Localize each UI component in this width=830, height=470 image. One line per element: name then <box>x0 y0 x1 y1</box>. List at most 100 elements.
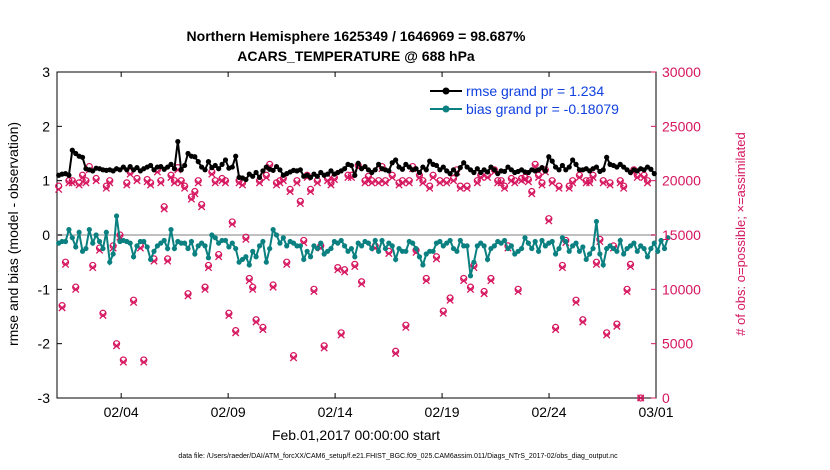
obs-assimilated-point <box>289 354 298 362</box>
axis-layer: 02/04 02/09 02/14 02/19 02/24 03/01 -3 -2 -1 0 1 2 3… <box>38 64 702 420</box>
obs-assimilated-point <box>443 179 451 187</box>
obs-assimilated-mark <box>524 178 533 186</box>
rmse-point <box>277 167 283 173</box>
bias-point <box>270 226 276 233</box>
bias-point <box>107 259 113 265</box>
bias-point <box>226 244 232 250</box>
obs-assimilated-point <box>538 181 546 189</box>
rmse-point <box>461 160 467 166</box>
obs-assimilated-mark <box>129 298 138 307</box>
obs-assimilated-point <box>633 173 641 182</box>
rmse-point <box>124 167 130 173</box>
obs-assimilated-point <box>194 179 202 187</box>
obs-assimilated-point <box>613 322 621 330</box>
obs-assimilated-mark <box>153 168 162 176</box>
rmse-point <box>549 158 555 164</box>
obs-assimilated-mark <box>228 220 236 228</box>
bias-point <box>372 237 378 244</box>
data-file-footer: data file: /Users/raeder/DAI/ATM_forcXX/… <box>178 453 618 460</box>
rmse-point <box>222 157 229 163</box>
obs-assimilated-mark <box>565 184 573 192</box>
obs-assimilated-point <box>521 175 529 184</box>
rmse-point <box>474 166 480 172</box>
bias-point <box>69 235 75 241</box>
obs-assimilated-mark <box>507 177 516 185</box>
obs-assimilated-mark <box>500 184 509 192</box>
obs-assimilated-mark <box>368 179 376 187</box>
bias-point <box>277 240 283 246</box>
obs-assimilated-mark <box>463 184 471 192</box>
bias-point <box>318 240 324 246</box>
rmse-point <box>484 169 491 175</box>
rmse-point <box>352 172 358 178</box>
obs-assimilated-mark <box>391 349 400 358</box>
obs-assimilated-mark <box>497 179 505 187</box>
obs-assimilated-point <box>102 184 111 192</box>
y-axis-right-label: # of obs: o=possible; ×=assimilated <box>733 132 748 335</box>
bias-point <box>529 245 535 252</box>
obs-assimilated-point <box>327 181 335 189</box>
rmse-point <box>566 164 572 170</box>
obs-assimilated-point <box>167 173 175 182</box>
rmse-point <box>399 166 406 172</box>
x-tick-label: 03/01 <box>638 404 673 420</box>
rmse-point <box>134 165 140 171</box>
obs-assimilated-point <box>163 257 172 265</box>
obs-assimilated-mark <box>170 179 179 187</box>
bias-point <box>165 245 171 252</box>
bias-point <box>341 243 348 249</box>
bias-point <box>188 238 195 245</box>
obs-assimilated-mark <box>320 344 328 352</box>
rmse-point <box>433 162 440 169</box>
obs-assimilated-mark <box>572 298 580 307</box>
obs-assimilated-mark <box>429 173 437 182</box>
rmse-point <box>393 157 399 163</box>
chart-title-line-2: ACARS_TEMPERATURE @ 688 hPa <box>237 48 475 64</box>
bias-point <box>518 245 525 252</box>
rmse-point <box>556 167 562 173</box>
obs-assimilated-point <box>146 181 155 189</box>
bias-point <box>416 254 423 260</box>
bias-point <box>621 251 627 257</box>
rmse-point <box>202 167 208 173</box>
bias-point <box>267 245 273 252</box>
bias-point <box>376 248 382 254</box>
rmse-point <box>66 172 72 178</box>
obs-assimilated-point <box>221 179 230 187</box>
obs-assimilated-point <box>232 329 240 337</box>
rmse-point <box>416 169 423 176</box>
obs-assimilated-point <box>514 287 522 296</box>
bias-point <box>491 243 497 249</box>
obs-assimilated-mark <box>218 177 226 185</box>
bias-point <box>151 248 157 254</box>
y-right-tick-label: 30000 <box>662 64 701 80</box>
bias-point <box>556 245 562 252</box>
obs-assimilated-point <box>296 199 305 208</box>
rmse-point <box>307 174 314 181</box>
rmse-point <box>362 163 368 170</box>
legend-bias-marker <box>442 105 450 113</box>
bias-point <box>147 256 154 263</box>
y-right-tick-label: 25000 <box>662 118 701 134</box>
obs-assimilated-mark <box>521 175 529 184</box>
obs-assimilated-point <box>385 249 393 258</box>
bias-point <box>352 254 358 260</box>
obs-assimilated-point <box>112 342 121 350</box>
obs-assimilated-point <box>123 181 131 189</box>
bias-point <box>382 245 389 252</box>
rmse-point <box>386 168 392 174</box>
bias-point <box>284 243 290 249</box>
bias-point <box>103 229 109 235</box>
obs-assimilated-point <box>429 173 437 182</box>
bias-point <box>430 248 436 254</box>
bias-point <box>389 243 395 249</box>
obs-assimilated-mark <box>157 179 165 187</box>
bias-point <box>587 251 593 257</box>
obs-assimilated-mark <box>99 311 107 320</box>
obs-assimilated-point <box>55 185 63 194</box>
obs-assimilated-mark <box>211 179 219 187</box>
obs-assimilated-mark <box>167 173 175 182</box>
obs-assimilated-point <box>432 255 441 263</box>
bias-point <box>93 232 99 238</box>
